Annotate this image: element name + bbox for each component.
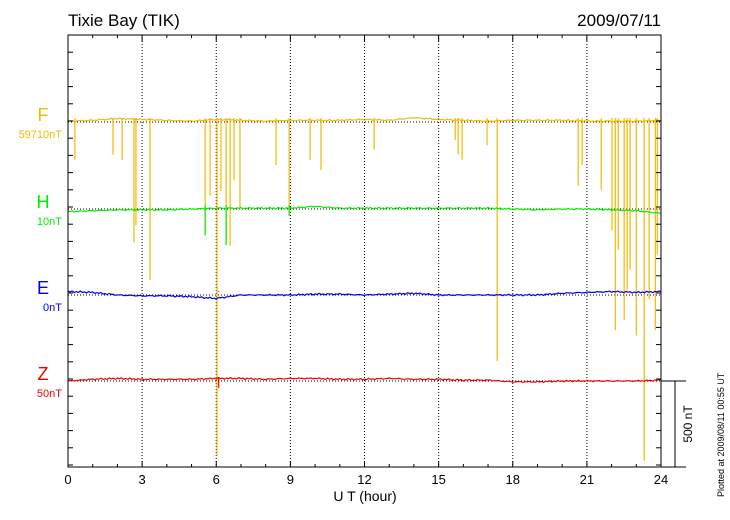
series-label-H: H <box>37 192 50 212</box>
chart-title: Tixie Bay (TIK) <box>68 11 180 30</box>
scale-bar-label: 500 nT <box>681 405 695 443</box>
baseline-value-H: 10nT <box>37 216 62 228</box>
trace-Z <box>67 376 662 384</box>
x-tick-label: 18 <box>506 472 520 487</box>
plotted-at-footer: Plotted at 2009/08/11 00:55 UT <box>716 372 726 497</box>
baseline-value-F: 59710nT <box>19 129 63 141</box>
series-label-F: F <box>38 105 49 125</box>
x-tick-label: 24 <box>654 472 668 487</box>
trace-E <box>67 290 662 300</box>
baseline-value-E: 0nT <box>43 302 62 314</box>
x-tick-label: 9 <box>287 472 294 487</box>
x-tick-label: 3 <box>139 472 146 487</box>
x-tick-label: 21 <box>580 472 594 487</box>
chart-date: 2009/07/11 <box>577 11 661 30</box>
series-label-E: E <box>37 278 49 298</box>
x-axis-label: U T (hour) <box>333 488 396 504</box>
baseline-value-Z: 50nT <box>37 388 62 400</box>
x-tick-label: 0 <box>64 472 71 487</box>
x-tick-label: 6 <box>213 472 220 487</box>
x-tick-label: 12 <box>357 472 371 487</box>
trace-F <box>67 116 662 123</box>
trace-H <box>67 205 662 214</box>
x-tick-label: 15 <box>431 472 445 487</box>
series-label-Z: Z <box>38 364 49 384</box>
